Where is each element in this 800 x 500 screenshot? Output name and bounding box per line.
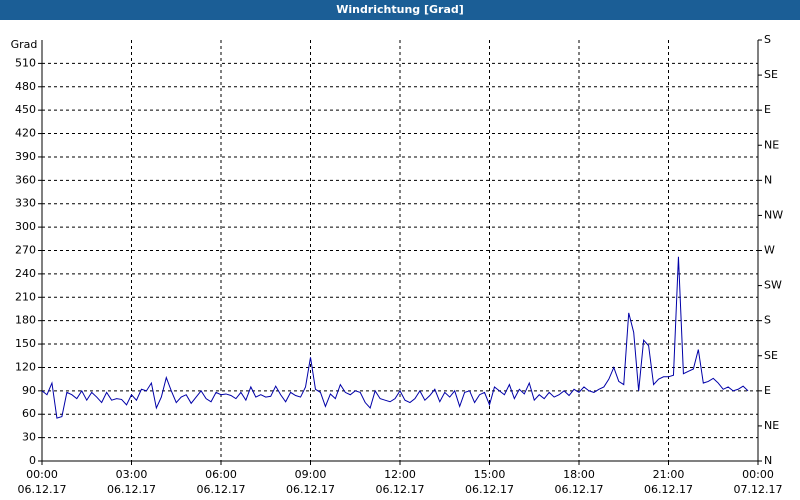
y2-tick-label: N <box>764 173 772 186</box>
y-tick-label: 0 <box>29 454 36 467</box>
x-tick-label: 00:00 <box>742 468 774 481</box>
y-tick-label: 30 <box>22 431 36 444</box>
title-bar <box>0 0 800 20</box>
x-tick-label: 15:00 <box>474 468 506 481</box>
x-tick-date: 06.12.17 <box>555 483 604 496</box>
y-tick-label: 240 <box>15 267 36 280</box>
x-tick-date: 06.12.17 <box>197 483 246 496</box>
y2-tick-label: E <box>764 103 771 116</box>
chart-title: Windrichtung [Grad] <box>336 3 464 16</box>
x-tick-date: 06.12.17 <box>376 483 425 496</box>
y-tick-label: 450 <box>15 103 36 116</box>
y2-tick-label: SW <box>764 279 782 292</box>
y2-tick-label: SE <box>764 349 778 362</box>
y2-tick-label: NE <box>764 419 779 432</box>
y-axis-label: Grad <box>11 38 38 51</box>
y-tick-label: 390 <box>15 150 36 163</box>
x-tick-date: 07.12.17 <box>734 483 783 496</box>
y2-tick-label: SE <box>764 68 778 81</box>
y-tick-label: 270 <box>15 244 36 257</box>
y-tick-label: 330 <box>15 197 36 210</box>
x-tick-date: 06.12.17 <box>465 483 514 496</box>
x-tick-label: 21:00 <box>653 468 685 481</box>
y2-tick-label: NW <box>764 208 783 221</box>
y-tick-label: 60 <box>22 407 36 420</box>
y-tick-label: 210 <box>15 290 36 303</box>
x-tick-label: 03:00 <box>116 468 148 481</box>
y-tick-label: 300 <box>15 220 36 233</box>
y-tick-label: 480 <box>15 80 36 93</box>
y2-tick-label: E <box>764 384 771 397</box>
y2-tick-label: S <box>764 33 771 46</box>
x-tick-label: 18:00 <box>563 468 595 481</box>
x-tick-label: 06:00 <box>205 468 237 481</box>
y-tick-label: 180 <box>15 314 36 327</box>
x-tick-date: 06.12.17 <box>286 483 335 496</box>
y-tick-label: 360 <box>15 173 36 186</box>
y2-tick-label: NE <box>764 138 779 151</box>
x-tick-date: 06.12.17 <box>107 483 156 496</box>
y2-tick-label: W <box>764 244 775 257</box>
data-line <box>41 256 749 419</box>
y-tick-label: 90 <box>22 384 36 397</box>
y-tick-label: 150 <box>15 337 36 350</box>
y-tick-label: 510 <box>15 56 36 69</box>
x-tick-label: 09:00 <box>295 468 327 481</box>
x-tick-label: 12:00 <box>384 468 416 481</box>
y2-tick-label: S <box>764 314 771 327</box>
y2-tick-label: N <box>764 454 772 467</box>
x-tick-label: 00:00 <box>26 468 58 481</box>
x-tick-date: 06.12.17 <box>18 483 67 496</box>
y-tick-label: 420 <box>15 127 36 140</box>
y-tick-label: 120 <box>15 360 36 373</box>
x-tick-date: 06.12.17 <box>644 483 693 496</box>
